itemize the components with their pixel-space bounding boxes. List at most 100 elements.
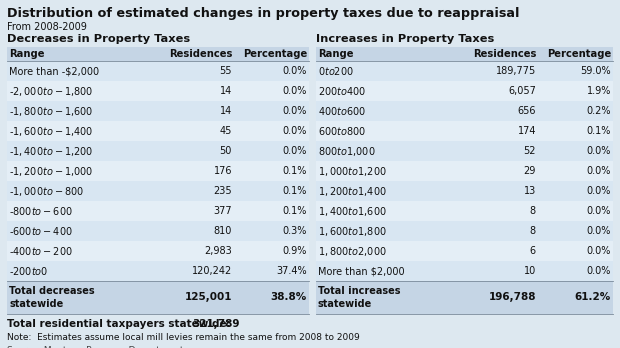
Text: -$600 to -$400: -$600 to -$400 <box>9 225 73 237</box>
Text: $800 to $1,000: $800 to $1,000 <box>318 144 376 158</box>
Bar <box>7 221 309 241</box>
Text: 0.1%: 0.1% <box>283 186 307 196</box>
Bar <box>316 141 613 161</box>
Text: 0.0%: 0.0% <box>283 86 307 96</box>
Text: 0.0%: 0.0% <box>587 166 611 176</box>
Text: Total residential taxpayers statewide:: Total residential taxpayers statewide: <box>7 319 231 329</box>
Text: -$1,200 to -$1,000: -$1,200 to -$1,000 <box>9 165 93 177</box>
Text: 0.0%: 0.0% <box>587 246 611 256</box>
Text: Total decreases
statewide: Total decreases statewide <box>9 286 95 309</box>
Bar <box>7 81 309 101</box>
Text: 37.4%: 37.4% <box>277 266 307 276</box>
Text: 52: 52 <box>523 146 536 156</box>
Text: $0 to $200: $0 to $200 <box>318 65 354 77</box>
Bar <box>7 141 309 161</box>
Text: -$1,400 to -$1,200: -$1,400 to -$1,200 <box>9 144 93 158</box>
Bar <box>316 281 613 314</box>
Text: 174: 174 <box>518 126 536 136</box>
Text: Residences: Residences <box>472 49 536 59</box>
Bar <box>7 47 309 61</box>
Text: Residences: Residences <box>169 49 232 59</box>
Text: Decreases in Property Taxes: Decreases in Property Taxes <box>7 34 190 44</box>
Text: -$1,600 to - $1,400: -$1,600 to - $1,400 <box>9 125 93 137</box>
Text: 235: 235 <box>213 186 232 196</box>
Text: 45: 45 <box>219 126 232 136</box>
Text: 1.9%: 1.9% <box>587 86 611 96</box>
Text: $1,200 to $1,400: $1,200 to $1,400 <box>318 184 387 198</box>
Text: $600 to $800: $600 to $800 <box>318 125 366 137</box>
Bar <box>316 241 613 261</box>
Bar <box>7 61 309 81</box>
Text: 125,001: 125,001 <box>185 293 232 302</box>
Bar <box>7 161 309 181</box>
Text: Range: Range <box>9 49 45 59</box>
Text: 0.0%: 0.0% <box>283 66 307 76</box>
Text: $1,000 to $1,200: $1,000 to $1,200 <box>318 165 387 177</box>
Text: 0.0%: 0.0% <box>587 206 611 216</box>
Text: 50: 50 <box>219 146 232 156</box>
Text: 10: 10 <box>524 266 536 276</box>
Text: -$800 to -$600: -$800 to -$600 <box>9 205 73 217</box>
Text: 0.1%: 0.1% <box>283 206 307 216</box>
Text: 656: 656 <box>518 106 536 116</box>
Text: 377: 377 <box>213 206 232 216</box>
Text: $400 to $600: $400 to $600 <box>318 105 366 117</box>
Text: 0.1%: 0.1% <box>587 126 611 136</box>
Text: 13: 13 <box>524 186 536 196</box>
Text: $1,400 to $1,600: $1,400 to $1,600 <box>318 205 387 218</box>
Text: 29: 29 <box>524 166 536 176</box>
Text: Percentage: Percentage <box>243 49 307 59</box>
Bar <box>316 201 613 221</box>
Text: -$200 to $0: -$200 to $0 <box>9 265 48 277</box>
Text: 196,788: 196,788 <box>489 293 536 302</box>
Text: 0.0%: 0.0% <box>587 226 611 236</box>
Text: Distribution of estimated changes in property taxes due to reappraisal: Distribution of estimated changes in pro… <box>7 7 520 20</box>
Text: -$400 to -$200: -$400 to -$200 <box>9 245 73 257</box>
Text: Range: Range <box>318 49 353 59</box>
Text: $1,600 to $1,800: $1,600 to $1,800 <box>318 224 387 237</box>
Text: Source: Montana Revenue Department: Source: Montana Revenue Department <box>7 346 184 348</box>
Text: 59.0%: 59.0% <box>580 66 611 76</box>
Bar <box>7 101 309 121</box>
Text: From 2008-2009: From 2008-2009 <box>7 22 87 32</box>
Bar <box>7 181 309 201</box>
Text: 0.0%: 0.0% <box>587 186 611 196</box>
Bar <box>7 261 309 281</box>
Text: -$1,000 to -$800: -$1,000 to -$800 <box>9 184 84 198</box>
Text: 0.0%: 0.0% <box>283 126 307 136</box>
Text: $200 to $400: $200 to $400 <box>318 85 366 97</box>
Text: 0.9%: 0.9% <box>283 246 307 256</box>
Bar <box>316 121 613 141</box>
Text: 8: 8 <box>530 226 536 236</box>
Text: 14: 14 <box>219 86 232 96</box>
Text: 0.1%: 0.1% <box>283 166 307 176</box>
Text: Note:  Estimates assume local mill levies remain the same from 2008 to 2009: Note: Estimates assume local mill levies… <box>7 333 360 342</box>
Text: 0.3%: 0.3% <box>283 226 307 236</box>
Text: 321,789: 321,789 <box>192 319 239 329</box>
Text: 0.0%: 0.0% <box>283 106 307 116</box>
Bar <box>316 161 613 181</box>
Bar <box>7 241 309 261</box>
Bar <box>316 47 613 61</box>
Bar <box>316 81 613 101</box>
Text: More than -$2,000: More than -$2,000 <box>9 66 99 76</box>
Bar <box>316 261 613 281</box>
Text: 8: 8 <box>530 206 536 216</box>
Text: 0.0%: 0.0% <box>587 146 611 156</box>
Text: 189,775: 189,775 <box>496 66 536 76</box>
Text: More than $2,000: More than $2,000 <box>318 266 405 276</box>
Bar <box>316 101 613 121</box>
Text: -$1,800 to -$1,600: -$1,800 to -$1,600 <box>9 104 93 118</box>
Bar <box>316 221 613 241</box>
Text: 61.2%: 61.2% <box>575 293 611 302</box>
Text: Percentage: Percentage <box>547 49 611 59</box>
Text: 176: 176 <box>213 166 232 176</box>
Text: -$2,000 to -$1,800: -$2,000 to -$1,800 <box>9 85 93 97</box>
Bar <box>7 201 309 221</box>
Text: 55: 55 <box>219 66 232 76</box>
Bar <box>7 121 309 141</box>
Text: 6,057: 6,057 <box>508 86 536 96</box>
Text: Total increases
statewide: Total increases statewide <box>318 286 401 309</box>
Bar <box>316 61 613 81</box>
Text: 6: 6 <box>530 246 536 256</box>
